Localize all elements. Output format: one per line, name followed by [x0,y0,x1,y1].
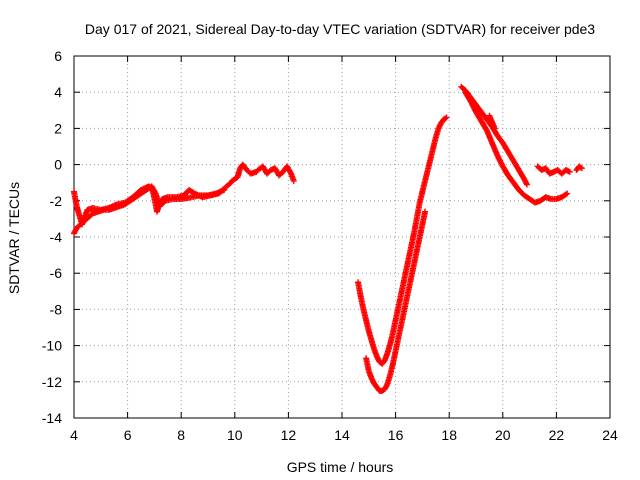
gridlines [74,56,610,418]
data-point [443,114,450,121]
x-tick-label: 22 [549,427,565,443]
data-series [71,83,585,394]
x-tick-label: 8 [177,427,185,443]
y-tick-label: 2 [54,120,62,136]
x-tick-label: 14 [334,427,350,443]
x-tick-label: 20 [495,427,511,443]
x-axis-label: GPS time / hours [287,459,394,475]
data-point [290,177,297,184]
x-tick-label: 24 [602,427,618,443]
y-tick-label: 6 [54,48,62,64]
data-point [578,165,585,172]
x-tick-label: 18 [441,427,457,443]
x-tick-label: 10 [227,427,243,443]
data-point [491,125,498,132]
x-tick-label: 6 [124,427,132,443]
y-tick-label: -14 [42,410,62,426]
y-axis-label: SDTVAR / TECUs [6,182,22,294]
y-tick-label: -10 [42,338,62,354]
x-tick-label: 4 [70,427,78,443]
y-tick-label: -8 [50,301,63,317]
data-point [221,186,228,193]
y-tick-label: -6 [50,265,63,281]
y-tick-label: -2 [50,193,63,209]
y-tick-label: -12 [42,374,62,390]
y-tick-label: -4 [50,229,63,245]
y-tick-label: 4 [54,84,62,100]
data-point [422,208,429,215]
data-point [523,181,530,188]
data-point [566,168,573,175]
y-tick-label: 0 [54,157,62,173]
x-tick-label: 12 [281,427,297,443]
chart-title: Day 017 of 2021, Sidereal Day-to-day VTE… [85,21,595,37]
x-tick-label: 16 [388,427,404,443]
data-point [564,190,571,197]
